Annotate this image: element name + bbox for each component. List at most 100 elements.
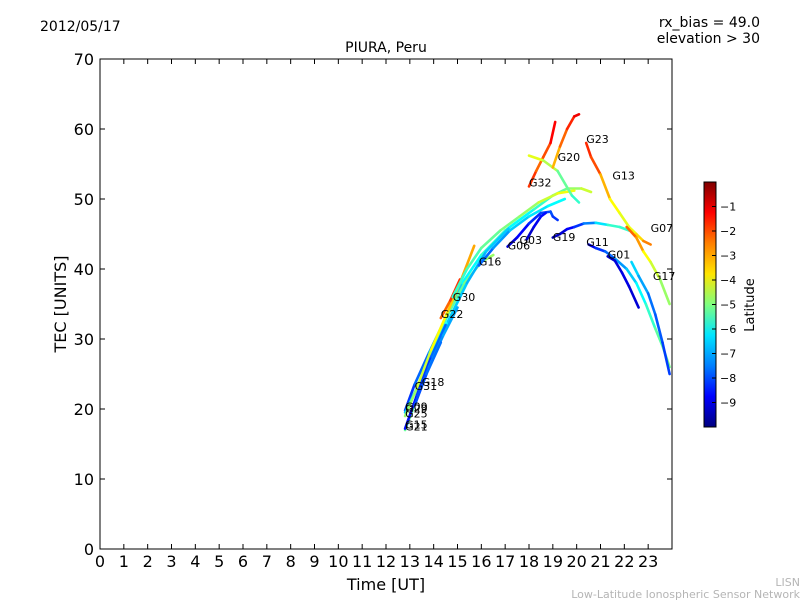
colorbar-tick-label: −7 bbox=[720, 348, 736, 361]
track-segment bbox=[618, 225, 631, 232]
date-label: 2012/05/17 bbox=[40, 19, 121, 35]
track-segment bbox=[565, 115, 576, 131]
colorbar-tick-label: −9 bbox=[720, 397, 736, 410]
track-segment bbox=[637, 274, 650, 295]
track-segment bbox=[613, 257, 629, 271]
track-segment bbox=[627, 225, 638, 236]
y-tick-label: 50 bbox=[74, 190, 94, 209]
track-segment bbox=[541, 159, 559, 173]
track-segment bbox=[613, 259, 624, 274]
track-segment bbox=[541, 141, 552, 159]
series-layer bbox=[403, 113, 671, 432]
track-segment bbox=[551, 145, 562, 169]
series-G07 bbox=[625, 225, 671, 306]
track-segment bbox=[570, 194, 581, 204]
track-segment bbox=[532, 215, 543, 229]
y-tick-label: 30 bbox=[74, 330, 94, 349]
track-segment bbox=[465, 250, 488, 285]
x-tick-label: 8 bbox=[286, 552, 296, 571]
track-segment bbox=[580, 187, 593, 194]
track-segment bbox=[460, 253, 483, 285]
track-segment bbox=[606, 223, 621, 229]
y-tick-label: 70 bbox=[74, 50, 94, 69]
series-G20 bbox=[527, 154, 581, 204]
colorbar-label: Latitude bbox=[743, 278, 758, 332]
track-segment bbox=[582, 221, 598, 225]
prn-label-G15: G15 bbox=[405, 419, 428, 432]
track-segment bbox=[429, 323, 447, 358]
track-segment bbox=[661, 341, 671, 376]
prn-label-G25: G25 bbox=[405, 407, 428, 420]
track-segment bbox=[499, 215, 521, 232]
series-G30 bbox=[451, 189, 576, 299]
prn-label-G21: G21 bbox=[405, 421, 428, 434]
track-segment bbox=[527, 204, 550, 218]
colorbar-tick-label: −4 bbox=[720, 274, 736, 287]
track-segment bbox=[658, 278, 671, 306]
x-tick-label: 5 bbox=[214, 552, 224, 571]
series-G13 bbox=[584, 141, 652, 246]
track-segment bbox=[634, 281, 648, 306]
x-axis-label: Time [UT] bbox=[346, 575, 425, 594]
track-segment bbox=[415, 348, 433, 390]
track-segment bbox=[546, 197, 567, 208]
track-segment bbox=[484, 225, 512, 253]
watermark-lisn: LISN bbox=[775, 576, 800, 589]
track-segment bbox=[527, 169, 538, 188]
track-segment bbox=[618, 211, 631, 229]
track-segment bbox=[451, 267, 469, 299]
prn-label-G07: G07 bbox=[651, 222, 674, 235]
prn-label-G01: G01 bbox=[608, 249, 631, 262]
track-segment bbox=[556, 169, 574, 197]
x-tick-label: 19 bbox=[543, 552, 563, 571]
track-segment bbox=[625, 225, 638, 239]
track-segment bbox=[630, 260, 640, 278]
prn-label-G17: G17 bbox=[653, 270, 676, 283]
series-G01 bbox=[606, 255, 640, 309]
colorbar-tick-label: −1 bbox=[720, 201, 736, 214]
track-segment bbox=[608, 197, 621, 215]
x-tick-label: 3 bbox=[166, 552, 176, 571]
track-segment bbox=[646, 292, 657, 316]
series-G11 bbox=[587, 243, 671, 369]
prn-label-G30: G30 bbox=[453, 291, 476, 304]
series-G31 bbox=[413, 341, 443, 407]
x-tick-label: 14 bbox=[423, 552, 443, 571]
x-tick-label: 10 bbox=[328, 552, 348, 571]
prn-label-G16: G16 bbox=[479, 256, 502, 269]
track-segment bbox=[506, 236, 519, 248]
track-segment bbox=[508, 208, 536, 229]
track-segment bbox=[537, 192, 559, 204]
track-segment bbox=[634, 232, 645, 243]
track-segment bbox=[477, 246, 495, 267]
track-segment bbox=[479, 229, 502, 250]
track-segment bbox=[515, 222, 531, 239]
chart-title: PIURA, Peru bbox=[345, 40, 427, 56]
track-segment bbox=[644, 302, 657, 330]
track-segment bbox=[642, 239, 652, 246]
x-tick-label: 18 bbox=[519, 552, 539, 571]
x-tick-label: 1 bbox=[119, 552, 129, 571]
prn-label-G20: G20 bbox=[558, 151, 581, 164]
track-segment bbox=[429, 309, 450, 351]
x-tick-label: 9 bbox=[309, 552, 319, 571]
series-G03 bbox=[525, 211, 548, 241]
x-tick-label: 17 bbox=[495, 552, 515, 571]
track-segment bbox=[558, 127, 569, 148]
y-tick-label: 10 bbox=[74, 470, 94, 489]
colorbar-tick-label: −6 bbox=[720, 323, 736, 336]
track-segment bbox=[634, 236, 645, 253]
y-axis-label: TEC [UNITS] bbox=[51, 256, 70, 354]
x-tick-label: 21 bbox=[590, 552, 610, 571]
prn-label-G23: G23 bbox=[586, 133, 609, 146]
track-segment bbox=[429, 313, 450, 355]
colorbar-tick-label: −8 bbox=[720, 372, 736, 385]
x-tick-label: 0 bbox=[95, 552, 105, 571]
prn-label-G29: G29 bbox=[405, 403, 428, 416]
prn-label-G18: G18 bbox=[422, 376, 445, 389]
track-segment bbox=[403, 383, 416, 412]
colorbar-tick-label: −5 bbox=[720, 299, 736, 312]
track-segment bbox=[572, 222, 586, 229]
x-tick-label: 6 bbox=[238, 552, 248, 571]
